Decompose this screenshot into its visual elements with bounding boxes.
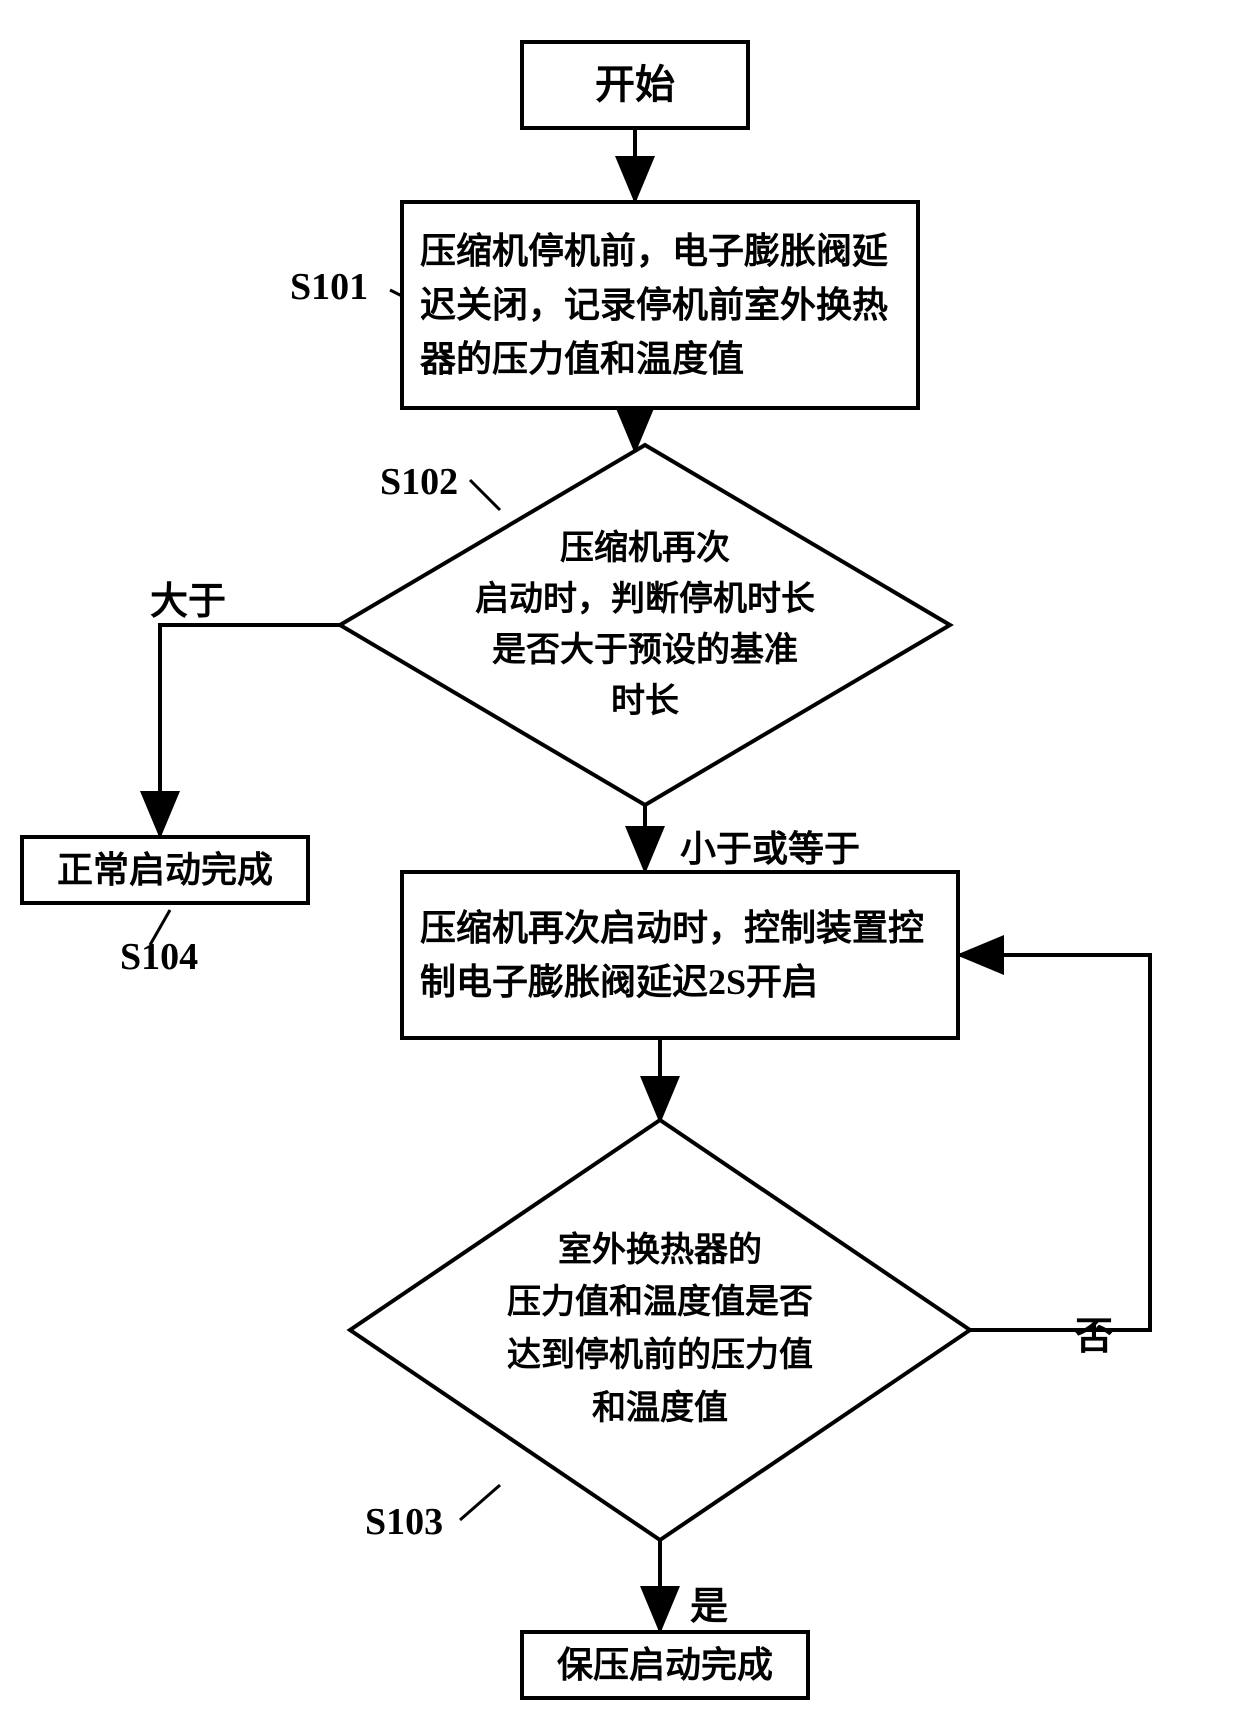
s104-node: 正常启动完成	[20, 835, 310, 905]
s103-text-wrap: 室外换热器的 压力值和温度值是否 达到停机前的压力值 和温度值	[350, 1120, 970, 1540]
s101-node: 压缩机停机前，电子膨胀阀延迟关闭，记录停机前室外换热器的压力值和温度值	[400, 200, 920, 410]
delay-node: 压缩机再次启动时，控制装置控制电子膨胀阀延迟2S开启	[400, 870, 960, 1040]
start-label: 开始	[595, 55, 675, 115]
label-less-equal: 小于或等于	[680, 820, 860, 872]
s102-text: 压缩机再次 启动时，判断停机时长 是否大于预设的基准 时长	[475, 523, 815, 727]
done-text: 保压启动完成	[557, 1638, 773, 1692]
done-node: 保压启动完成	[520, 1630, 810, 1700]
label-greater-than: 大于	[150, 570, 226, 625]
label-s104: S104	[120, 935, 198, 979]
label-s102: S102	[380, 460, 458, 504]
start-node: 开始	[520, 40, 750, 130]
label-s103: S103	[365, 1500, 443, 1544]
s101-text: 压缩机停机前，电子膨胀阀延迟关闭，记录停机前室外换热器的压力值和温度值	[420, 224, 900, 386]
label-yes: 是	[690, 1575, 728, 1630]
label-no: 否	[1075, 1305, 1113, 1360]
delay-text: 压缩机再次启动时，控制装置控制电子膨胀阀延迟2S开启	[420, 901, 940, 1009]
s103-text: 室外换热器的 压力值和温度值是否 达到停机前的压力值 和温度值	[507, 1225, 813, 1436]
s104-text: 正常启动完成	[57, 843, 273, 897]
label-s101: S101	[290, 265, 368, 309]
